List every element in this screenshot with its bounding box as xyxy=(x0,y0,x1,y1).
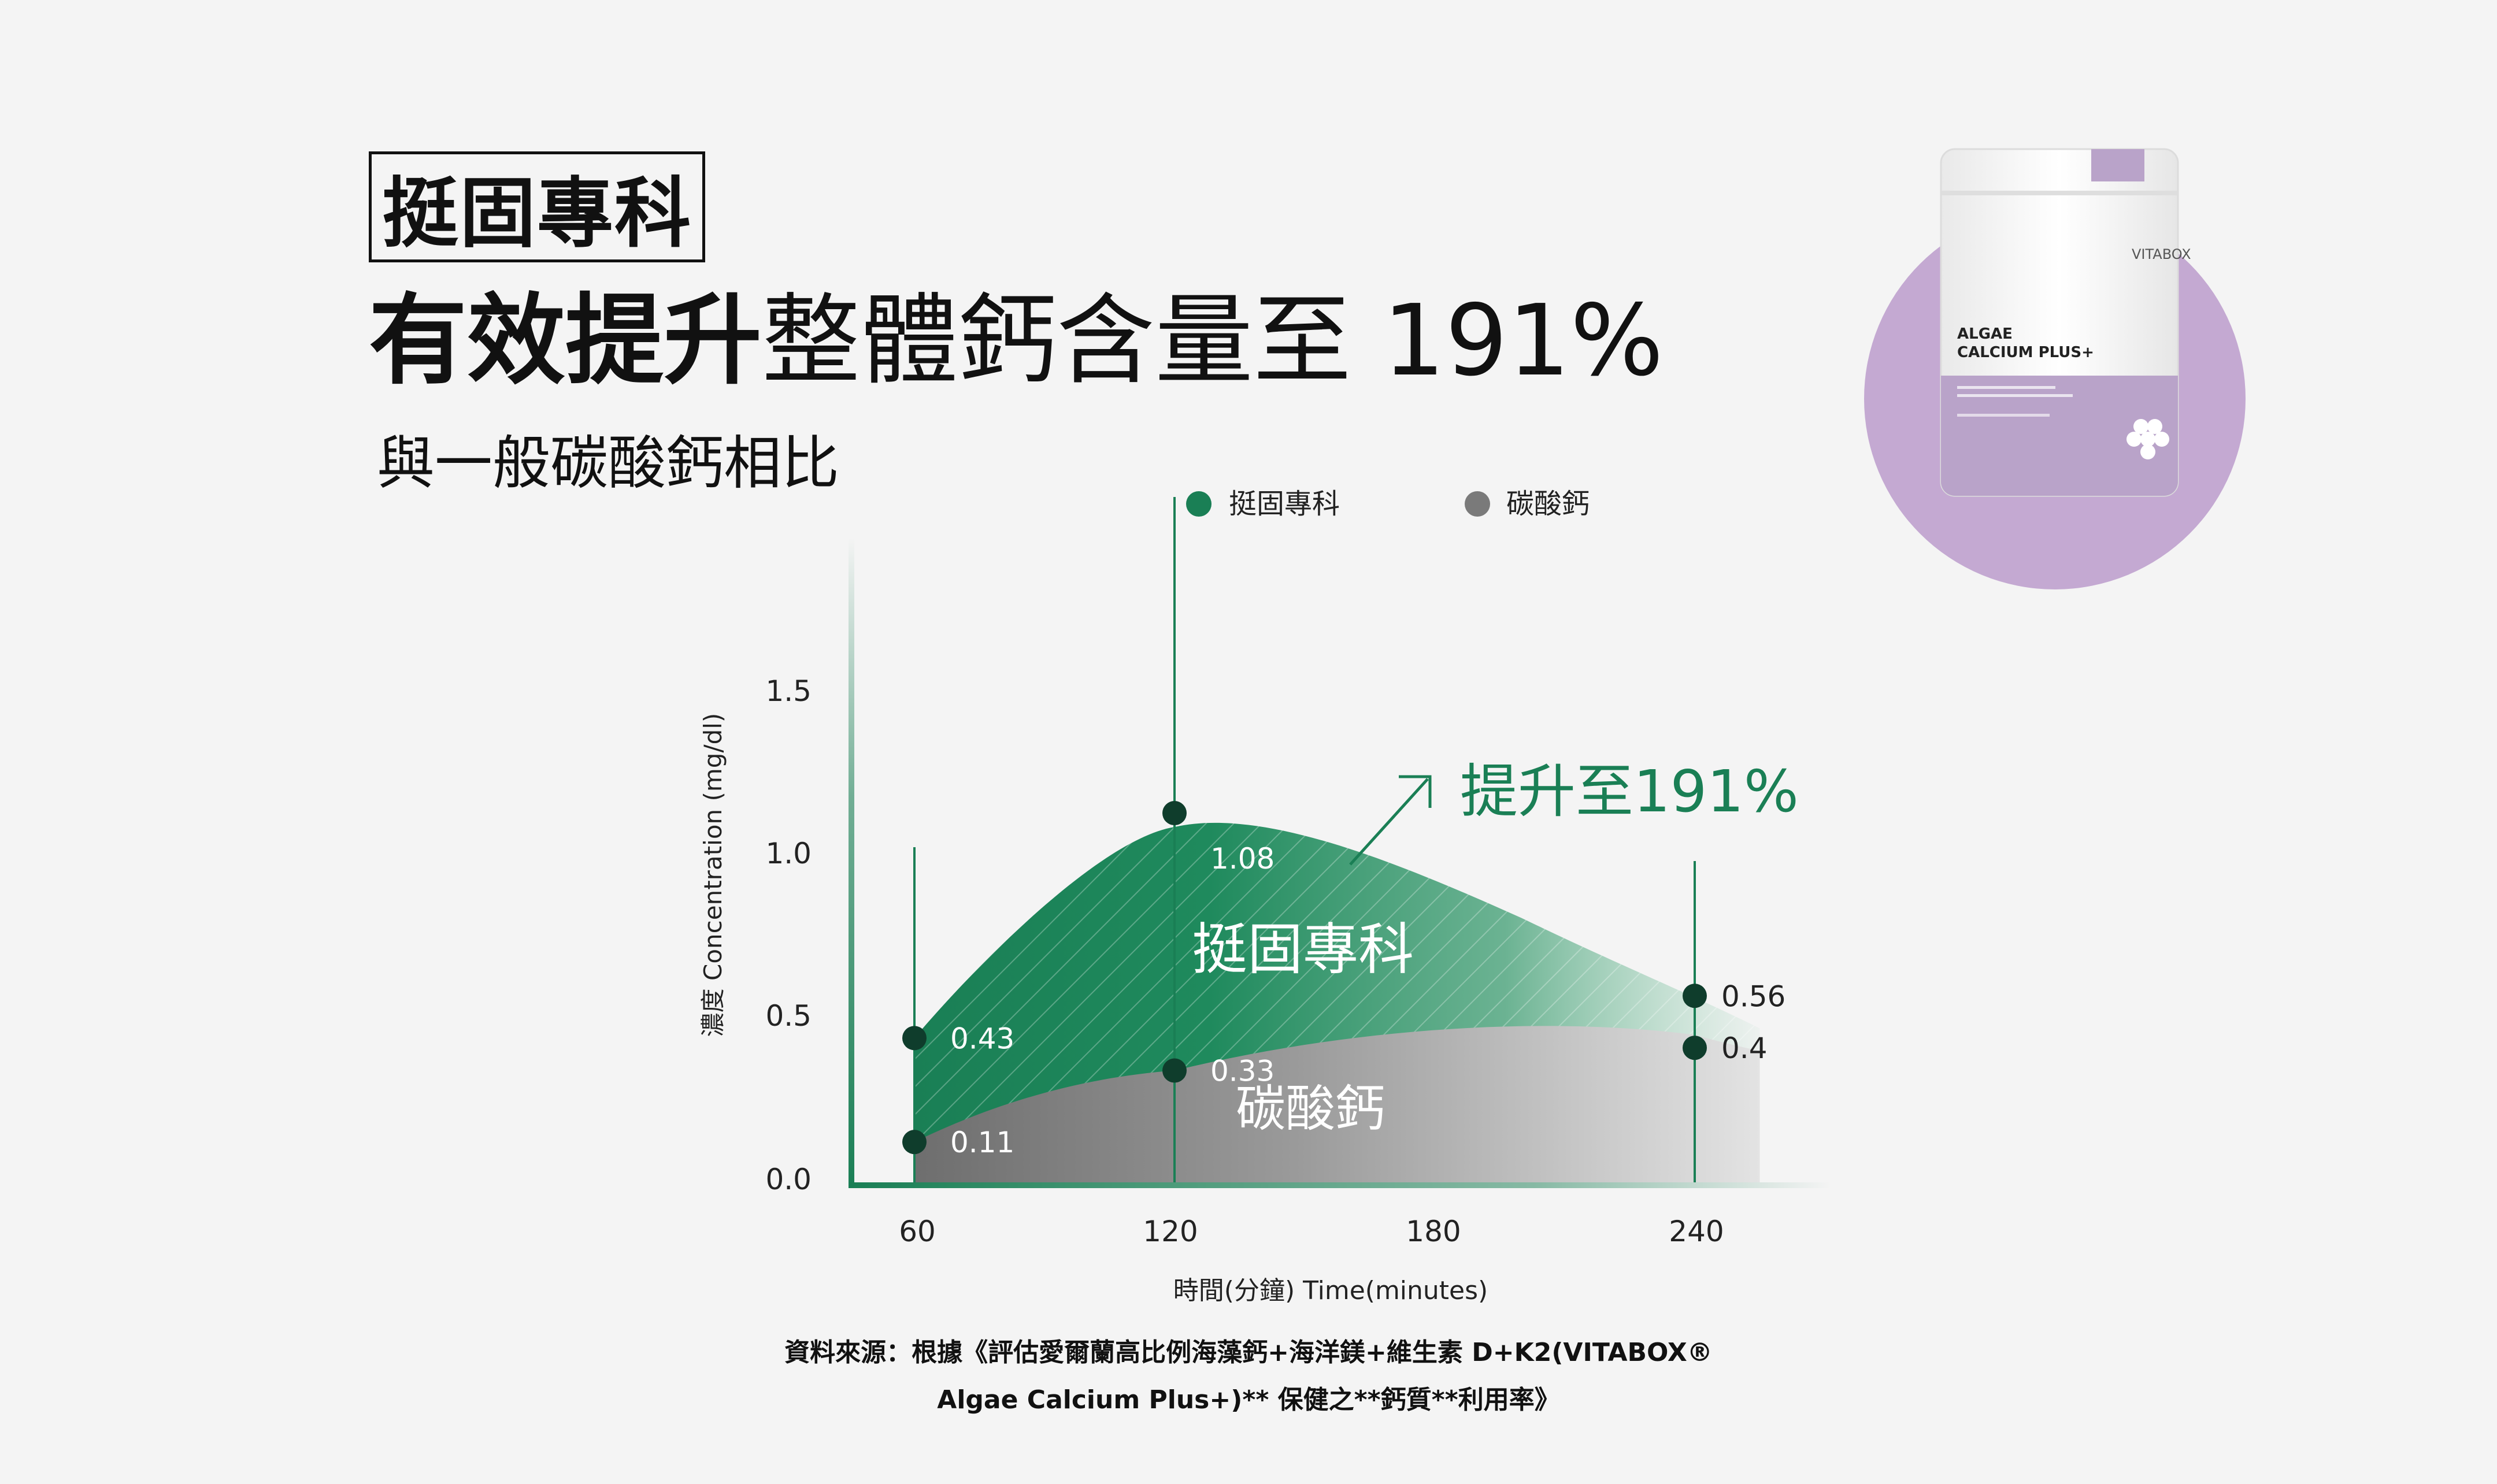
point-1-120 xyxy=(1162,801,1187,826)
y-tick-label: 0.0 xyxy=(765,1163,812,1196)
data-label-2-120: 0.33 xyxy=(1210,1055,1275,1088)
data-label-1-60: 0.43 xyxy=(950,1022,1014,1055)
data-label-1-240: 0.56 xyxy=(1721,980,1785,1013)
brand-badge: 挺固專科 xyxy=(369,151,705,262)
headline-rest: 整體鈣含量至 191% xyxy=(762,284,1664,398)
footnote-line-1: 資料來源：根據《評估愛爾蘭高比例海藻鈣+海洋鎂+維生素 D+K2(VITABOX… xyxy=(784,1338,1713,1367)
y-tick-label: 1.0 xyxy=(765,837,812,870)
legend-swatch-series-1 xyxy=(1186,491,1212,517)
y-tick-label: 1.5 xyxy=(765,674,812,708)
headline-strong: 有效提升 xyxy=(369,284,762,398)
product-image: VITABOX ALGAE CALCIUM PLUS+ xyxy=(1864,148,2246,589)
x-tick-label: 60 xyxy=(899,1215,936,1248)
x-tick-label: 240 xyxy=(1669,1215,1724,1248)
legend-label-series-1: 挺固專科 xyxy=(1229,488,1340,520)
subheadline: 與一般碳酸鈣相比 xyxy=(377,429,839,497)
area-label-green: 挺固專科 xyxy=(1192,917,1414,982)
annotation-text: 提升至191% xyxy=(1460,758,1799,825)
data-label-2-240: 0.4 xyxy=(1721,1032,1768,1065)
arrow-up-right-icon xyxy=(1349,778,1429,866)
point-1-240 xyxy=(1683,984,1707,1008)
footnote: 資料來源：根據《評估愛爾蘭高比例海藻鈣+海洋鎂+維生素 D+K2(VITABOX… xyxy=(694,1329,1803,1424)
area-label-gray: 碳酸鈣 xyxy=(1236,1080,1385,1138)
increase-annotation: 提升至191% xyxy=(1349,758,1799,866)
y-axis-title: 濃度 Concentration (mg/dl) xyxy=(699,713,727,1037)
legend: 挺固專科 碳酸鈣 xyxy=(1186,488,1590,520)
hexagon-icon xyxy=(2126,419,2169,459)
product-name-1: ALGAE xyxy=(1957,325,2013,343)
x-tick-label: 120 xyxy=(1143,1215,1198,1248)
x-tick-label: 180 xyxy=(1406,1215,1461,1248)
y-axis xyxy=(849,537,854,1188)
point-2-120 xyxy=(1162,1058,1187,1083)
legend-swatch-series-2 xyxy=(1465,491,1490,517)
point-2-60 xyxy=(902,1130,927,1155)
x-axis-title: 時間(分鐘) Time(minutes) xyxy=(1173,1276,1488,1305)
product-logo: VITABOX xyxy=(2132,246,2191,262)
x-axis xyxy=(849,1182,1831,1188)
y-tick-label: 0.5 xyxy=(765,999,812,1033)
product-name-2: CALCIUM PLUS+ xyxy=(1957,344,2094,361)
data-label-1-120: 1.08 xyxy=(1210,842,1275,875)
point-2-240 xyxy=(1683,1036,1707,1060)
data-label-2-60: 0.11 xyxy=(950,1126,1014,1159)
footnote-line-2: Algae Calcium Plus+)** 保健之**鈣質**利用率》 xyxy=(937,1385,1560,1415)
area-series-2 xyxy=(914,1026,1760,1182)
pouch-tag xyxy=(2091,149,2144,181)
legend-label-series-2: 碳酸鈣 xyxy=(1506,488,1590,520)
pouch-band xyxy=(1941,376,2178,496)
headline: 有效提升整體鈣含量至 191% xyxy=(369,283,1664,399)
point-1-60 xyxy=(902,1026,927,1051)
